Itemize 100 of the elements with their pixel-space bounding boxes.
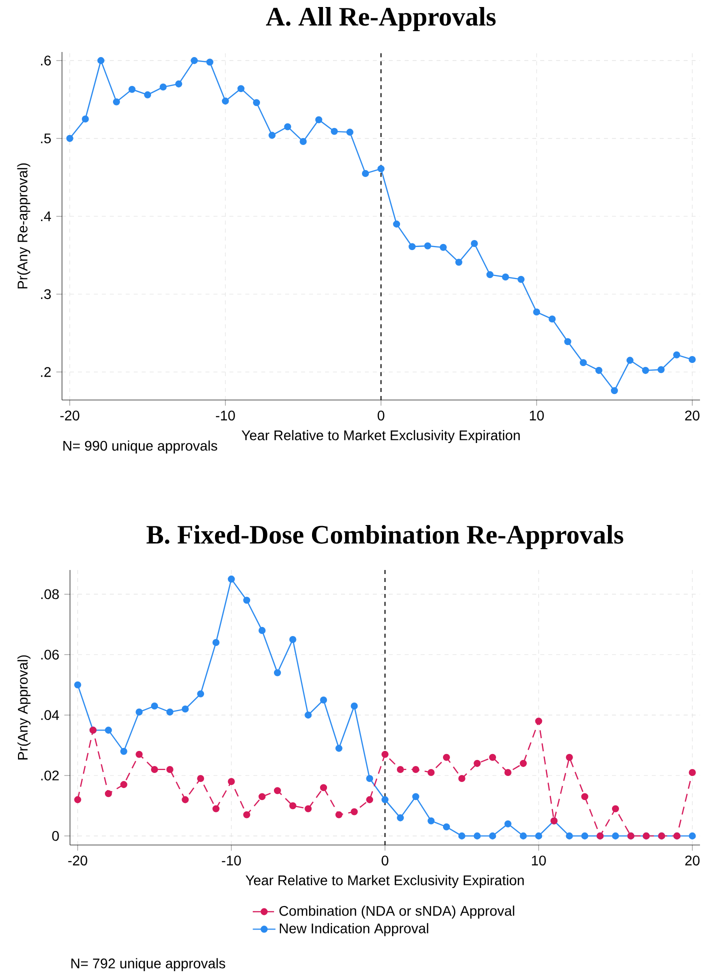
point bbox=[412, 793, 420, 800]
point bbox=[474, 760, 481, 767]
point bbox=[182, 796, 189, 804]
point bbox=[274, 787, 282, 794]
point bbox=[300, 138, 307, 146]
point bbox=[581, 832, 588, 840]
point bbox=[688, 356, 696, 364]
point bbox=[151, 702, 158, 710]
point bbox=[408, 243, 416, 250]
point bbox=[458, 832, 466, 840]
point bbox=[144, 91, 152, 98]
point bbox=[336, 744, 343, 752]
point bbox=[520, 760, 527, 767]
point bbox=[566, 832, 574, 840]
y-tick-label: .5 bbox=[41, 134, 51, 144]
point bbox=[688, 768, 696, 776]
point bbox=[595, 366, 603, 374]
point bbox=[66, 134, 74, 142]
point bbox=[362, 170, 370, 177]
point bbox=[520, 832, 527, 840]
legend-label: Combination (NDA or sNDA) Approval bbox=[280, 906, 514, 919]
x-axis-title: Year Relative to Market Exclusivity Expiration bbox=[246, 875, 524, 888]
point bbox=[175, 80, 182, 88]
point bbox=[489, 754, 496, 761]
point bbox=[366, 796, 374, 804]
y-tick-label: .6 bbox=[41, 56, 51, 66]
point bbox=[315, 116, 322, 124]
x-tick-label: -20 bbox=[60, 410, 80, 420]
chart-title: A. All Re-Approvals bbox=[266, 7, 496, 32]
point bbox=[197, 775, 204, 782]
point bbox=[612, 832, 620, 840]
point bbox=[105, 790, 112, 798]
point bbox=[212, 805, 220, 812]
point bbox=[504, 768, 512, 776]
point bbox=[160, 84, 167, 91]
y-axis-title: Pr(Any Approval) bbox=[18, 655, 31, 760]
y-axis-title: Pr(Any Re-approval) bbox=[17, 163, 30, 288]
point bbox=[166, 708, 174, 716]
point bbox=[470, 240, 478, 248]
point bbox=[151, 766, 158, 773]
x-tick-label: 0 bbox=[382, 856, 388, 866]
point bbox=[228, 778, 236, 786]
point bbox=[658, 366, 665, 374]
point bbox=[564, 338, 572, 346]
point bbox=[105, 726, 112, 734]
point bbox=[474, 832, 481, 840]
point bbox=[612, 805, 620, 812]
point bbox=[82, 115, 90, 122]
point bbox=[182, 706, 189, 713]
point bbox=[212, 639, 220, 646]
point bbox=[611, 387, 618, 394]
point bbox=[489, 832, 496, 840]
point bbox=[688, 832, 696, 840]
point bbox=[424, 242, 432, 250]
x-tick-label: 10 bbox=[530, 410, 544, 420]
point bbox=[455, 258, 462, 266]
x-tick-label: 20 bbox=[685, 410, 700, 420]
x-tick-label: -20 bbox=[68, 856, 88, 866]
point bbox=[320, 696, 328, 704]
point bbox=[98, 57, 105, 64]
point bbox=[258, 626, 266, 634]
point bbox=[253, 99, 260, 106]
point bbox=[518, 276, 525, 283]
point bbox=[428, 817, 435, 824]
x-tick-label: 20 bbox=[685, 856, 700, 866]
y-tick-label: .04 bbox=[41, 710, 60, 720]
point bbox=[304, 805, 312, 812]
point bbox=[443, 823, 450, 830]
point bbox=[642, 366, 650, 374]
point bbox=[113, 98, 120, 106]
point bbox=[136, 708, 143, 716]
point bbox=[120, 748, 128, 755]
point bbox=[382, 750, 389, 758]
point bbox=[378, 165, 385, 172]
point bbox=[289, 802, 296, 810]
point bbox=[120, 781, 128, 788]
point bbox=[533, 308, 540, 316]
point bbox=[566, 754, 574, 761]
x-tick-label: -10 bbox=[222, 856, 242, 866]
legend-label: New Indication Approval bbox=[280, 923, 428, 936]
point bbox=[581, 793, 588, 800]
text: N= 990 unique approvals bbox=[64, 440, 218, 454]
point bbox=[396, 766, 404, 773]
point bbox=[222, 98, 230, 105]
x-tick-label: 0 bbox=[378, 410, 384, 420]
point bbox=[74, 796, 82, 804]
y-tick-label: .06 bbox=[41, 650, 59, 660]
point bbox=[128, 86, 136, 93]
y-tick-label: .08 bbox=[41, 589, 59, 600]
point bbox=[412, 766, 420, 773]
point bbox=[336, 811, 343, 818]
y-tick-label: .2 bbox=[41, 367, 51, 377]
point bbox=[535, 718, 542, 725]
point bbox=[350, 808, 358, 816]
point bbox=[428, 768, 435, 776]
point bbox=[304, 712, 312, 719]
point bbox=[440, 244, 447, 251]
point bbox=[228, 576, 236, 583]
point bbox=[268, 132, 276, 139]
point bbox=[366, 775, 374, 782]
